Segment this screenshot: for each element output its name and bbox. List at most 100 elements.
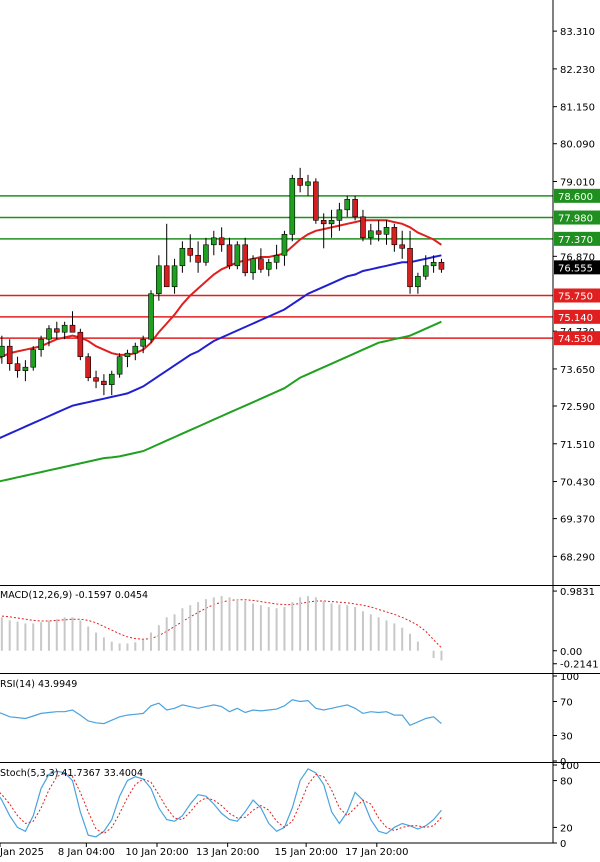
candle-bull	[305, 181, 311, 186]
resistance-level-label: 77.980	[558, 214, 593, 225]
candle-bull	[46, 328, 52, 340]
candle-bull	[116, 356, 123, 375]
candle-bull	[171, 265, 178, 288]
price-tick-label: 71.510	[560, 440, 595, 451]
candle-bull	[367, 230, 374, 239]
macd-tick-label: 0.9831	[560, 587, 595, 598]
candle-bear	[218, 237, 225, 246]
rsi-line	[0, 699, 442, 727]
candle-bull	[234, 244, 241, 267]
candle-bull	[211, 237, 217, 246]
candle-bear	[320, 220, 327, 225]
candle-bear	[6, 345, 13, 364]
resistance-level-tag	[554, 231, 600, 246]
candle-bull	[265, 261, 272, 270]
support-level-label: 75.750	[558, 291, 593, 302]
ma-fast-line	[0, 219, 442, 359]
support-level-label: 75.140	[558, 313, 593, 324]
candle-bear	[226, 244, 233, 267]
candle-bull	[179, 247, 186, 267]
candle-bull	[61, 324, 68, 333]
candle-bull	[124, 352, 131, 357]
candle-bull	[30, 349, 37, 368]
resistance-level-tag	[554, 188, 600, 203]
candle-bull	[281, 233, 288, 256]
stoch-signal-line	[0, 772, 442, 835]
candle-bear	[195, 254, 201, 263]
macd-label: MACD(12,26,9) -0.1597 0.0454	[0, 590, 148, 601]
candle-bull	[422, 265, 429, 277]
rsi-label: RSI(14) 43.9949	[0, 679, 77, 690]
candle-bear	[352, 199, 358, 218]
resistance-level-label: 77.370	[558, 235, 593, 246]
support-level-tag	[554, 288, 600, 303]
time-tick-label: 8 Jan 04:00	[58, 847, 115, 858]
stoch-label: Stoch(5,3,3) 41.7367 33.4004	[0, 768, 143, 779]
candle-bear	[258, 258, 264, 270]
candle-bull	[203, 244, 209, 263]
candle-bull	[328, 220, 335, 225]
candle-bull	[415, 275, 421, 288]
candle-bear	[77, 331, 84, 357]
support-level-label: 74.530	[558, 334, 593, 345]
candle-bear	[360, 216, 366, 239]
candle-bear	[14, 363, 21, 371]
rsi-tick-label: 100	[560, 672, 579, 683]
current-price-tag	[554, 260, 600, 275]
candle-bear	[391, 227, 398, 246]
candle-bull	[250, 258, 256, 274]
candle-bear	[297, 178, 303, 186]
candle-bear	[93, 377, 99, 382]
time-tick-label: 10 Jan 20:00	[125, 847, 188, 858]
price-tick-label: 73.650	[560, 365, 595, 376]
candle-bull	[344, 199, 351, 211]
candle-bull	[38, 338, 44, 351]
candle-bull	[140, 338, 146, 347]
candle-bear	[313, 181, 319, 221]
rsi-tick-label: 70	[560, 698, 573, 709]
macd-tick-label: -0.2141	[560, 660, 599, 671]
support-level-tag	[554, 309, 600, 324]
time-tick-label: Jan 2025	[0, 847, 44, 858]
stoch-tick-label: 0	[560, 839, 566, 850]
candle-bull	[156, 265, 162, 295]
ma-slow-line	[0, 320, 442, 483]
macd-tick-label: 0.00	[560, 647, 582, 658]
candle-bear	[399, 244, 406, 249]
stoch-tick-label: 80	[560, 777, 573, 788]
time-tick-label: 13 Jan 20:00	[196, 847, 259, 858]
candle-bear	[438, 261, 445, 270]
stoch-tick-label: 20	[560, 823, 573, 834]
candle-bear	[85, 356, 91, 378]
price-tick-label: 81.150	[560, 103, 595, 114]
candle-bear	[187, 247, 194, 256]
candle-bull	[132, 345, 139, 354]
candle-bear	[375, 230, 382, 235]
candle-bull	[108, 373, 115, 385]
candle-bear	[69, 324, 76, 333]
price-tick-label: 70.430	[560, 478, 595, 489]
candle-bear	[53, 328, 60, 333]
candle-bull	[0, 345, 5, 357]
rsi-tick-label: 0	[560, 757, 566, 768]
candle-bull	[430, 261, 437, 267]
candle-bull	[148, 293, 154, 340]
candle-bear	[242, 244, 248, 274]
resistance-level-label: 78.600	[558, 192, 593, 203]
price-tick-label: 72.590	[560, 402, 595, 413]
price-tick-label: 83.310	[560, 27, 595, 38]
rsi-tick-label: 30	[560, 732, 573, 743]
current-price-label: 76.555	[558, 263, 593, 274]
candle-bull	[289, 178, 296, 235]
candle-bear	[407, 247, 413, 288]
resistance-level-tag	[554, 210, 600, 225]
candle-bear	[163, 265, 170, 288]
price-tick-label: 82.230	[560, 65, 595, 76]
ma-mid-line	[0, 254, 442, 440]
price-tick-label: 69.370	[560, 515, 595, 526]
price-tick-label: 68.290	[560, 552, 595, 563]
stoch-main-line	[0, 768, 442, 838]
price-tick-label: 80.090	[560, 140, 595, 151]
